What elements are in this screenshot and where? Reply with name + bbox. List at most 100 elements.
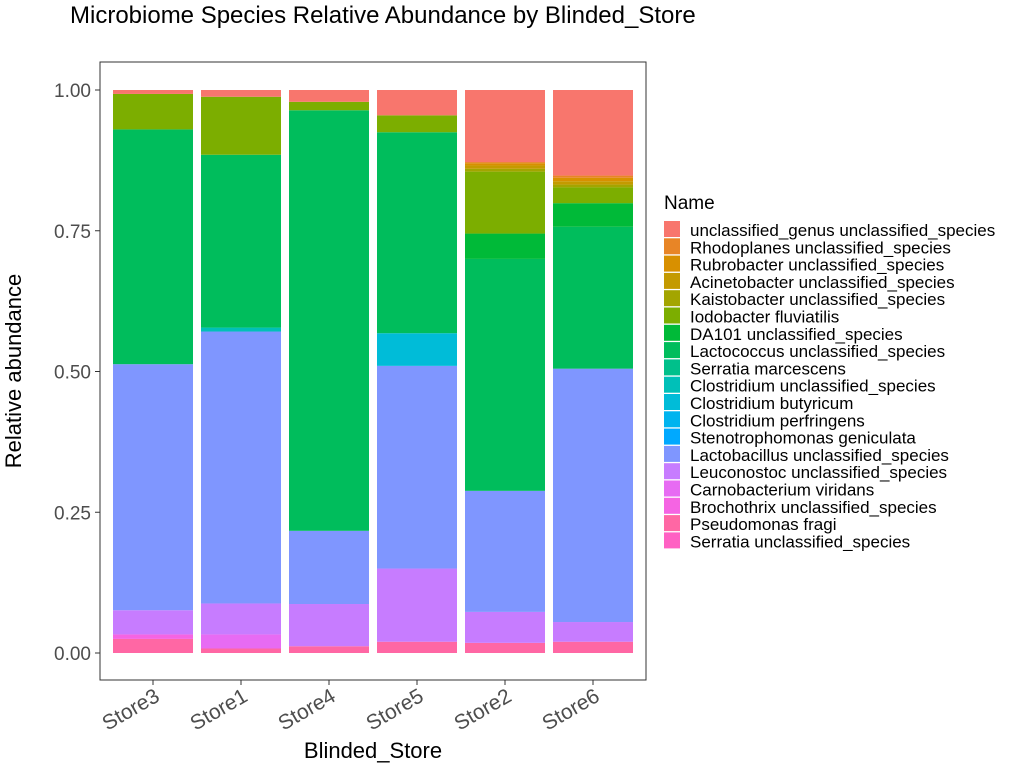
legend-key [664,497,680,514]
bar-segment-store2-1 [465,642,545,653]
bar-segment-store4-18 [289,90,369,102]
bar-segment-store2-12 [465,233,545,259]
bar-segment-store3-1 [113,638,193,653]
bar-segment-store2-16 [465,163,545,166]
legend-key [664,307,680,324]
bar-segment-store6-17 [553,175,633,178]
legend-key [664,394,680,410]
bar-segment-store2-4 [465,611,545,643]
x-tick-label: Store1 [186,684,251,735]
bar-segment-store6-5 [553,368,633,623]
bar-segment-store3-13 [113,93,193,130]
legend-label: Rubrobacter unclassified_species [690,256,944,275]
bar-segment-store1-4 [201,603,281,635]
bar-segment-store6-14 [553,184,633,188]
bar-segment-store6-16 [553,177,633,182]
legend-key [664,272,680,289]
bar-segment-store5-4 [377,568,457,642]
legend-key [664,515,680,532]
bar-segment-store6-12 [553,203,633,227]
y-tick-label: 0.50 [54,363,91,384]
legend-key [664,463,680,480]
bar-segment-store3-18 [113,90,193,94]
legend-key [664,290,680,307]
legend-label: Serratia marcescens [690,359,846,378]
bar-segment-store3-4 [113,610,193,635]
legend-key [664,221,680,237]
legend-key [664,342,680,359]
bar-segment-store4-1 [289,646,369,653]
bar-segment-store5-18 [377,90,457,116]
bar-segment-store6-1 [553,641,633,653]
legend-label: unclassified_genus unclassified_species [690,221,995,240]
bar-segment-store6-11 [553,226,633,369]
legend-label: Pseudomonas fragi [690,515,836,534]
y-tick-label: 0.75 [54,222,91,243]
x-axis-label: Blinded_Store [304,738,442,763]
x-axis: Store3 Store1 Store4 Store5 Store2 Store6 [98,680,604,735]
y-tick-label: 1.00 [54,81,91,102]
legend-label: Acinetobacter unclassified_species [690,273,955,292]
bar-segment-store5-8 [377,333,457,366]
bar-segment-store5-5 [377,365,457,569]
legend-label: Clostridium unclassified_species [690,377,936,396]
bar-segment-store6-4 [553,622,633,642]
y-tick-label: 0.25 [54,503,91,524]
bar-segment-store3-11 [113,129,193,365]
legend-label: Stenotrophomonas geniculata [690,429,916,448]
y-axis: 0.00 0.25 0.50 0.75 1.00 [54,81,100,665]
x-tick-label: Store2 [450,684,515,735]
x-tick-label: Store3 [98,684,163,735]
bar-segment-store6-13 [553,187,633,204]
legend-key [664,255,680,272]
bar-segment-store1-3 [201,634,281,649]
bar-segment-store3-5 [113,364,193,611]
bar-segment-store1-11 [201,154,281,328]
bar-segment-store2-14 [465,168,545,172]
bar-segment-store6-15 [553,181,633,185]
bar-segment-store2-15 [465,165,545,169]
bar-segment-store4-13 [289,101,369,111]
legend-label: Leuconostoc unclassified_species [690,463,947,482]
bar-segment-store2-17 [465,162,545,164]
legend-label: Kaistobacter unclassified_species [690,290,945,309]
legend-key [664,445,680,462]
bar-segment-store3-2 [113,634,193,639]
legend-label: Iodobacter fluviatilis [690,308,839,327]
bar-segment-store1-5 [201,331,281,604]
bar-segment-store1-1 [201,648,281,653]
legend-title: Name [664,193,715,214]
legend-label: Carnobacterium viridans [690,481,874,500]
bar-segment-store1-18 [201,90,281,97]
legend-label: Rhodoplanes unclassified_species [690,238,951,257]
legend-key [664,359,680,376]
legend-key [664,376,680,393]
bar-segment-store2-5 [465,490,545,612]
legend-key [664,238,680,255]
bar-segment-store4-4 [289,604,369,647]
bar-segment-store1-13 [201,96,281,155]
bars-layer [113,90,633,653]
y-axis-label: Relative abundance [1,274,26,468]
legend-key [664,532,680,549]
legend-label: Serratia unclassified_species [690,532,910,551]
legend-label: Brochothrix unclassified_species [690,498,937,517]
x-tick-label: Store4 [274,684,339,735]
legend-label: Clostridium butyricum [690,394,853,413]
legend-key [664,324,680,341]
bar-segment-store5-13 [377,115,457,133]
x-tick-label: Store6 [538,684,603,735]
bar-segment-store1-9 [201,327,281,332]
bar-segment-store2-11 [465,258,545,491]
bar-segment-store4-5 [289,530,369,605]
bar-segment-store2-13 [465,171,545,234]
legend-label: Clostridium perfringens [690,411,865,430]
bar-segment-store5-11 [377,132,457,334]
y-tick-label: 0.00 [54,644,91,665]
bar-segment-store5-1 [377,641,457,653]
legend-key [664,480,680,497]
bar-segment-store4-11 [289,110,369,531]
legend-label: Lactobacillus unclassified_species [690,446,949,465]
